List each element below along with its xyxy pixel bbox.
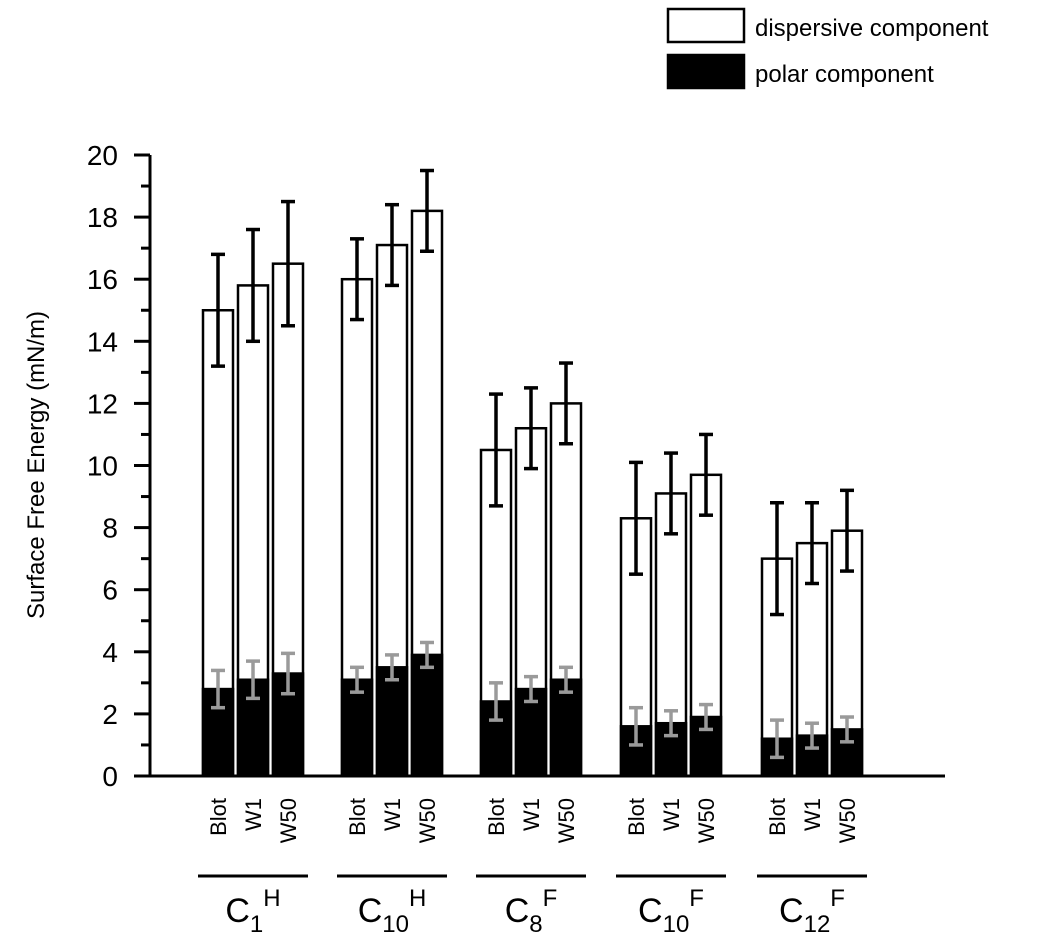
- y-tick-label: 0: [102, 761, 118, 792]
- group-label-superscript: F: [830, 885, 845, 912]
- group-label-base: C: [638, 892, 663, 930]
- y-tick-label: 2: [102, 699, 118, 730]
- group-label-subscript: 8: [529, 911, 542, 938]
- category-label: W50: [554, 798, 579, 843]
- y-tick-label: 20: [87, 140, 118, 171]
- y-tick-label: 18: [87, 202, 118, 233]
- y-tick-label: 16: [87, 264, 118, 295]
- group-label-superscript: F: [689, 885, 704, 912]
- group-label-base: C: [505, 892, 530, 930]
- category-label: Blot: [345, 798, 370, 836]
- y-tick-label: 8: [102, 513, 118, 544]
- group-label-subscript: 10: [663, 911, 690, 938]
- y-tick-label: 12: [87, 388, 118, 419]
- category-label: W50: [835, 798, 860, 843]
- legend-swatch-dispersive: [666, 7, 746, 44]
- group-label: C8F: [505, 885, 558, 938]
- category-label: W1: [519, 798, 544, 831]
- group-label-superscript: F: [543, 885, 558, 912]
- group-label: C10F: [638, 885, 704, 938]
- group-label-superscript: H: [409, 885, 426, 912]
- bar-polar: [340, 678, 374, 778]
- y-tick-label: 4: [102, 637, 118, 668]
- y-tick-label: 6: [102, 575, 118, 606]
- category-label: W1: [380, 798, 405, 831]
- group-label-superscript: H: [263, 885, 280, 912]
- bar-polar: [375, 666, 409, 778]
- category-label: W1: [659, 798, 684, 831]
- group-label: C1H: [225, 885, 280, 938]
- bar-polar: [410, 653, 444, 778]
- category-label: Blot: [484, 798, 509, 836]
- y-axis-label: Surface Free Energy (mN/m): [23, 311, 50, 619]
- category-label: Blot: [624, 798, 649, 836]
- bar-polar: [514, 687, 548, 778]
- legend-label-dispersive: dispersive component: [755, 15, 989, 42]
- legend: dispersive component polar component: [666, 7, 989, 90]
- group-label-subscript: 1: [250, 911, 263, 938]
- category-label: Blot: [765, 798, 790, 836]
- group-label: C12F: [779, 885, 845, 938]
- category-label: W1: [241, 798, 266, 831]
- legend-label-polar: polar component: [755, 61, 934, 88]
- group-label-base: C: [225, 892, 250, 930]
- group-label-base: C: [779, 892, 804, 930]
- group-label-base: C: [358, 892, 383, 930]
- group-label-subscript: 10: [382, 911, 409, 938]
- group-label-subscript: 12: [804, 911, 831, 938]
- category-label: W50: [415, 798, 440, 843]
- group-label: C10H: [358, 885, 427, 938]
- category-label: Blot: [206, 798, 231, 836]
- legend-swatch-polar: [666, 53, 746, 90]
- category-label: W50: [694, 798, 719, 843]
- category-label: W50: [276, 798, 301, 843]
- bar-polar: [549, 678, 583, 778]
- y-tick-label: 10: [87, 451, 118, 482]
- y-tick-label: 14: [87, 326, 118, 357]
- category-label: W1: [800, 798, 825, 831]
